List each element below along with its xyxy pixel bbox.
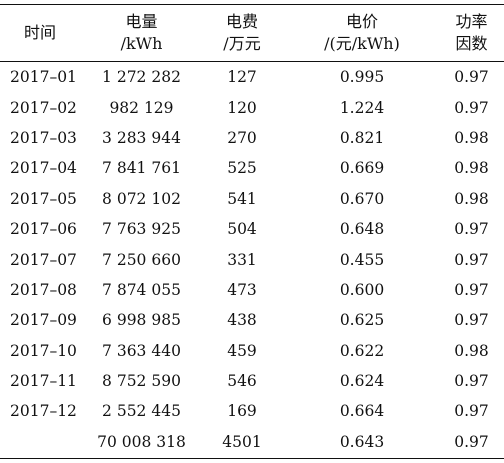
header-energy-label: 电量 [125,12,158,31]
cell-price: 0.455 [339,250,385,269]
cell-power-factor: 0.97 [454,250,489,269]
cell-energy: 7 763 925 [102,220,181,239]
cell-fee: 525 [227,159,257,178]
header-month-label: 时间 [24,23,57,42]
cell-price: 0.995 [339,68,385,87]
table-row: 2017–08 7 874 055 473 0.600 0.97 [0,275,504,305]
cell-fee: 4501 [222,432,262,451]
header-power-factor: 功率 因数 [439,5,504,62]
cell-power-factor: 0.97 [454,98,489,117]
cell-price: 0.669 [339,159,385,178]
header-row: 时间 电量 /kWh 电费 /万元 电价 /(元/kWh) 功率 因数 [0,5,504,62]
cell-month: 2017–09 [10,311,77,330]
header-power-factor-label-1: 功率 [455,12,488,31]
table-body: 2017–01 1 272 282 127 0.995 0.97 2017–02… [0,62,504,458]
cell-price: 0.643 [339,432,385,451]
cell-energy: 982 129 [109,98,174,117]
cell-fee: 459 [227,341,257,360]
cell-month [0,427,84,457]
table-row: 2017–10 7 363 440 459 0.622 0.98 [0,336,504,366]
table-row: 2017–12 2 552 445 169 0.664 0.97 [0,396,504,426]
cell-price: 1.224 [339,98,385,117]
cell-month: 2017–03 [10,128,77,147]
cell-month: 2017–06 [10,220,77,239]
table-row: 2017–11 8 752 590 546 0.624 0.97 [0,366,504,396]
cell-fee: 541 [227,189,257,208]
cell-month: 2017–05 [10,189,77,208]
cell-power-factor: 0.98 [454,128,489,147]
cell-power-factor: 0.97 [454,280,489,299]
cell-energy: 2 552 445 [102,402,181,421]
header-power-factor-label-2: 因数 [455,34,488,53]
table-row: 2017–01 1 272 282 127 0.995 0.97 [0,62,504,93]
cell-month: 2017–04 [10,159,77,178]
cell-energy: 7 250 660 [102,250,181,269]
header-fee-unit: /万元 [223,34,261,53]
table-row-total: 70 008 318 4501 0.643 0.97 [0,427,504,457]
table-row: 2017–02 982 129 120 1.224 0.97 [0,92,504,122]
cell-month: 2017–02 [10,98,77,117]
cell-power-factor: 0.97 [454,372,489,391]
cell-fee: 120 [227,98,257,117]
cell-month: 2017–12 [10,402,77,421]
table-header: 时间 电量 /kWh 电费 /万元 电价 /(元/kWh) 功率 因数 [0,5,504,62]
header-month: 时间 [0,5,84,62]
cell-fee: 546 [227,372,257,391]
cell-energy: 6 998 985 [102,311,181,330]
cell-fee: 127 [227,68,257,87]
cell-energy: 3 283 944 [102,128,181,147]
header-price: 电价 /(元/kWh) [285,5,439,62]
cell-energy: 70 008 318 [97,432,186,451]
cell-price: 0.648 [339,220,385,239]
cell-price: 0.625 [339,311,385,330]
cell-month: 2017–10 [10,341,77,360]
table-row: 2017–04 7 841 761 525 0.669 0.98 [0,153,504,183]
table-row: 2017–05 8 072 102 541 0.670 0.98 [0,184,504,214]
cell-energy: 7 874 055 [102,280,181,299]
cell-power-factor: 0.97 [454,311,489,330]
cell-price: 0.600 [339,280,385,299]
cell-energy: 8 072 102 [102,189,181,208]
cell-power-factor: 0.98 [454,159,489,178]
header-price-label: 电价 [345,12,378,31]
cell-fee: 438 [227,311,257,330]
cell-fee: 331 [227,250,257,269]
cell-fee: 270 [227,128,257,147]
cell-fee: 473 [227,280,257,299]
cell-fee: 169 [227,402,257,421]
table-row: 2017–06 7 763 925 504 0.648 0.97 [0,214,504,244]
cell-power-factor: 0.97 [454,68,489,87]
cell-month: 2017–07 [10,250,77,269]
cell-power-factor: 0.98 [454,341,489,360]
cell-fee: 504 [227,220,257,239]
header-energy: 电量 /kWh [84,5,199,62]
cell-power-factor: 0.98 [454,189,489,208]
cell-energy: 7 363 440 [102,341,181,360]
cell-energy: 1 272 282 [102,68,181,87]
monthly-electricity-table: 时间 电量 /kWh 电费 /万元 电价 /(元/kWh) 功率 因数 [0,4,504,459]
cell-energy: 7 841 761 [102,159,181,178]
cell-price: 0.624 [339,372,385,391]
data-table: 时间 电量 /kWh 电费 /万元 电价 /(元/kWh) 功率 因数 [0,5,504,457]
cell-power-factor: 0.97 [454,220,489,239]
cell-price: 0.670 [339,189,385,208]
table-row: 2017–03 3 283 944 270 0.821 0.98 [0,123,504,153]
cell-month: 2017–08 [10,280,77,299]
header-fee: 电费 /万元 [199,5,285,62]
cell-power-factor: 0.97 [454,402,489,421]
cell-price: 0.821 [339,128,385,147]
cell-price: 0.664 [339,402,385,421]
cell-price: 0.622 [339,341,385,360]
cell-power-factor: 0.97 [454,432,489,451]
cell-energy: 8 752 590 [102,372,181,391]
header-fee-label: 电费 [225,12,258,31]
cell-month: 2017–11 [10,372,77,391]
table-row: 2017–07 7 250 660 331 0.455 0.97 [0,244,504,274]
header-energy-unit: /kWh [120,34,163,53]
cell-month: 2017–01 [10,68,77,87]
header-price-unit: /(元/kWh) [324,34,400,53]
table-row: 2017–09 6 998 985 438 0.625 0.97 [0,305,504,335]
